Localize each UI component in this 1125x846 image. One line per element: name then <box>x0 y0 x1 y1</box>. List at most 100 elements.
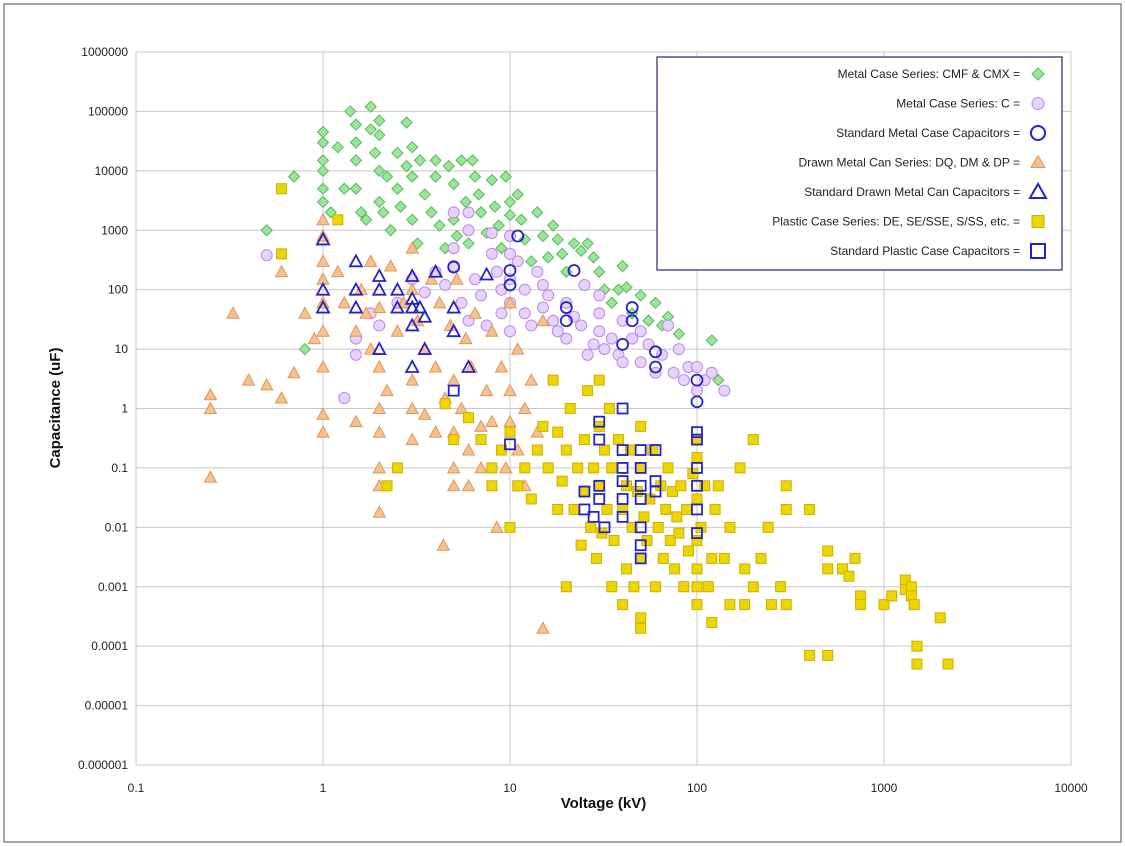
data-point <box>556 475 568 487</box>
data-point <box>780 503 792 515</box>
data-point <box>331 140 345 154</box>
x-tick-label: 0.1 <box>128 781 145 795</box>
y-tick-label: 100000 <box>88 104 128 118</box>
data-point <box>447 206 460 219</box>
data-point <box>274 390 289 404</box>
data-point <box>315 281 331 296</box>
data-point <box>598 444 610 456</box>
data-point <box>276 183 288 195</box>
data-point <box>705 334 719 347</box>
x-tick-label: 10000 <box>1054 781 1088 795</box>
data-point <box>488 200 502 213</box>
data-point <box>371 281 387 296</box>
data-point <box>372 460 387 474</box>
data-point <box>669 563 681 575</box>
data-point <box>908 599 920 611</box>
y-tick-label: 0.1 <box>111 461 128 475</box>
data-point <box>804 503 816 515</box>
data-point <box>485 247 498 260</box>
data-point <box>593 415 606 428</box>
data-point <box>349 136 363 149</box>
data-point <box>843 570 855 582</box>
data-point <box>417 308 433 323</box>
data-point <box>616 493 629 505</box>
data-point <box>667 486 679 498</box>
data-point <box>474 460 488 474</box>
data-point <box>671 511 683 523</box>
data-point <box>474 206 488 219</box>
legend-marker <box>1030 154 1046 168</box>
data-point <box>315 299 331 314</box>
data-point <box>718 384 731 397</box>
data-point <box>541 251 555 264</box>
data-point <box>384 224 397 237</box>
x-tick-label: 100 <box>687 781 707 795</box>
data-point <box>706 617 718 629</box>
data-point <box>494 359 509 373</box>
data-point <box>581 348 594 361</box>
data-point <box>616 444 629 456</box>
data-point <box>682 545 694 557</box>
data-point <box>536 313 550 327</box>
x-tick-label: 10 <box>503 781 517 795</box>
data-point <box>616 356 629 369</box>
data-point <box>373 164 386 178</box>
data-point <box>485 173 499 187</box>
data-point <box>612 434 624 446</box>
data-point <box>691 581 703 593</box>
legend-label: Metal Case Series: CMF & CMX = <box>838 67 1020 81</box>
data-point <box>555 247 569 261</box>
data-point <box>804 649 816 661</box>
y-tick-label: 1000000 <box>81 45 128 59</box>
data-point <box>616 259 629 273</box>
legend-label: Plastic Case Series: DE, SE/SSE, S/SS, e… <box>772 215 1020 229</box>
data-point <box>462 224 475 237</box>
data-point <box>634 479 647 492</box>
data-point <box>405 401 420 414</box>
data-point <box>492 219 505 232</box>
x-tick-label: 1 <box>320 781 327 795</box>
data-point <box>660 503 672 515</box>
data-point <box>418 188 431 201</box>
data-point <box>462 206 475 219</box>
data-point <box>429 170 442 183</box>
data-point <box>241 373 256 386</box>
data-point <box>485 226 498 239</box>
data-point <box>625 301 639 314</box>
data-point <box>578 486 590 498</box>
data-point <box>373 319 386 332</box>
data-point <box>391 182 404 195</box>
data-point <box>616 462 629 474</box>
data-point <box>691 360 703 373</box>
data-point <box>454 401 469 414</box>
data-point <box>559 314 573 328</box>
data-point <box>657 552 669 564</box>
legend-marker <box>1031 97 1045 110</box>
data-point <box>608 535 620 547</box>
data-point <box>468 306 482 319</box>
y-tick-label: 0.01 <box>105 520 129 534</box>
data-point <box>780 480 792 492</box>
data-point <box>495 241 508 255</box>
data-point <box>349 324 363 337</box>
data-point <box>298 306 312 319</box>
data-point <box>504 325 516 338</box>
data-point <box>428 425 443 438</box>
data-point <box>404 290 420 305</box>
data-point <box>593 325 606 338</box>
data-point <box>691 433 703 446</box>
data-point <box>691 479 703 492</box>
data-point <box>662 319 675 332</box>
data-point <box>446 299 462 314</box>
data-point <box>634 539 647 552</box>
data-point <box>691 384 703 397</box>
data-point <box>363 254 378 267</box>
data-points <box>203 100 954 670</box>
data-point <box>593 479 606 492</box>
data-point <box>616 475 629 487</box>
data-point <box>316 359 330 373</box>
data-point <box>371 268 387 282</box>
data-point <box>605 296 618 310</box>
data-point <box>373 114 386 127</box>
data-point <box>446 460 461 474</box>
